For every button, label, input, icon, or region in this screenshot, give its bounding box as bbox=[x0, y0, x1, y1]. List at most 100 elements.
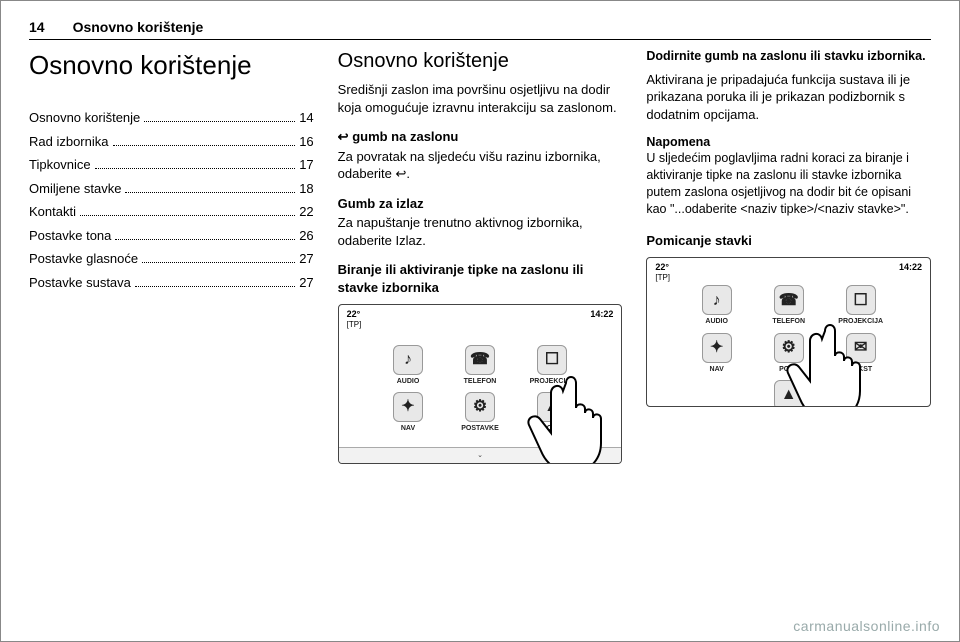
app-glyph: ⚙ bbox=[465, 392, 495, 422]
toc-dots bbox=[125, 192, 295, 193]
section-title: Osnovno korištenje bbox=[338, 48, 623, 75]
toc-label: Omiljene stavke bbox=[29, 180, 121, 198]
page-number: 14 bbox=[29, 19, 45, 35]
toc-label: Kontakti bbox=[29, 203, 76, 221]
app-icon-postavke: ⚙ POSTAVKE bbox=[454, 392, 506, 433]
back-icon: ↩ bbox=[338, 129, 349, 144]
app-icon-telefon: ☎ TELEFON bbox=[763, 285, 815, 326]
toc-label: Postavke glasnoće bbox=[29, 250, 138, 268]
app-glyph: ▲ bbox=[774, 380, 804, 407]
app-icon-nav: ✦ NAV bbox=[382, 392, 434, 433]
move-items-heading: Pomicanje stavki bbox=[646, 232, 931, 250]
exit-button-heading: Gumb za izlaz bbox=[338, 195, 623, 213]
toc-page: 26 bbox=[299, 227, 313, 245]
home-icons-grid: ♪ AUDIO ☎TELEFON ☐PROJEKCIJA ✦ NAV ⚙ POSTAVKE ▲ P… bbox=[339, 330, 622, 447]
app-icon-promet: ▲ PROMET bbox=[526, 392, 578, 433]
toc-label: Postavke tona bbox=[29, 227, 111, 245]
chapter-title: Osnovno korištenje bbox=[29, 48, 314, 83]
app-glyph: ♪ bbox=[393, 345, 423, 375]
column-right: Dodirnite gumb na zaslonu ili stavku izb… bbox=[646, 46, 931, 631]
app-glyph: ⚙ bbox=[774, 333, 804, 363]
toc-row: Rad izbornika 16 bbox=[29, 133, 314, 151]
toc-page: 27 bbox=[299, 250, 313, 268]
app-icon-post: ⚙POST bbox=[763, 333, 815, 374]
toc-dots bbox=[135, 286, 295, 287]
toc-label: Osnovno korištenje bbox=[29, 109, 140, 127]
toc-page: 18 bbox=[299, 180, 313, 198]
app-label: AUDIO bbox=[397, 377, 420, 386]
column-main: Osnovno korištenje Središnji zaslon ima … bbox=[338, 46, 623, 631]
activation-text: Aktivirana je pripadajuća funkcija susta… bbox=[646, 71, 931, 124]
app-icon-projekcija: ☐PROJEKCIJA bbox=[526, 345, 578, 386]
toc-row: Osnovno korištenje 14 bbox=[29, 109, 314, 127]
toc-label: Postavke sustava bbox=[29, 274, 131, 292]
app-glyph: ♪ bbox=[702, 285, 732, 315]
toc-page: 16 bbox=[299, 133, 313, 151]
home-icons-grid: ♪ AUDIO ☎ TELEFON ☐ PROJEKCIJA ✦ NAV ⚙POST ✉ TEKST… bbox=[647, 283, 930, 407]
app-glyph: ☐ bbox=[846, 285, 876, 315]
app-icon-tekst: ✉ TEKST bbox=[835, 333, 887, 374]
app-glyph: ✉ bbox=[846, 333, 876, 363]
app-label: TEKST bbox=[849, 365, 872, 374]
toc-dots bbox=[144, 121, 295, 122]
toc-row: Postavke sustava 27 bbox=[29, 274, 314, 292]
app-label: PROJEKCIJA bbox=[530, 377, 575, 386]
toc-row: Postavke tona 26 bbox=[29, 227, 314, 245]
app-glyph: ☎ bbox=[465, 345, 495, 375]
app-label: AUDIO bbox=[705, 317, 728, 326]
app-label: PROJEKCIJA bbox=[838, 317, 883, 326]
app-icon-telefon: ☎TELEFON bbox=[454, 345, 506, 386]
note-text: U sljedećim poglavljima radni koraci za … bbox=[646, 151, 911, 216]
toc-dots bbox=[142, 262, 295, 263]
toc-page: 22 bbox=[299, 203, 313, 221]
back-button-heading: ↩ gumb na zaslonu bbox=[338, 128, 623, 146]
app-label: TELEFON bbox=[772, 317, 805, 326]
app-label: NAV bbox=[401, 424, 415, 433]
app-icon-audio: ♪ AUDIO bbox=[382, 345, 434, 386]
toc-row: Kontakti 22 bbox=[29, 203, 314, 221]
toc-dots bbox=[80, 215, 295, 216]
toc-dots bbox=[113, 145, 296, 146]
content-columns: Osnovno korištenje Osnovno korištenje 14 R… bbox=[29, 46, 931, 631]
bottom-bar: ⌄ bbox=[339, 447, 622, 463]
app-label: POSTAVKE bbox=[461, 424, 498, 433]
app-icon-promet: ▲PROMET bbox=[763, 380, 815, 407]
app-icon-audio: ♪ AUDIO bbox=[691, 285, 743, 326]
back-icon-inline: ↩ bbox=[396, 166, 407, 181]
toc-page: 14 bbox=[299, 109, 313, 127]
app-glyph: ▲ bbox=[537, 392, 567, 422]
select-heading: Biranje ili aktiviranje tipke na zaslonu… bbox=[338, 261, 623, 296]
manual-page: 14 Osnovno korištenje Osnovno korištenje… bbox=[0, 0, 960, 642]
intro-text: Središnji zaslon ima površinu osjetljivu… bbox=[338, 81, 623, 116]
back-button-text: Za povratak na sljedeću višu razinu izbo… bbox=[338, 148, 623, 183]
toc-row: Postavke glasnoće 27 bbox=[29, 250, 314, 268]
toc-label: Rad izbornika bbox=[29, 133, 109, 151]
table-of-contents: Osnovno korištenje 14 Rad izbornika 16 Tipko… bbox=[29, 109, 314, 297]
toc-row: Tipkovnice 17 bbox=[29, 156, 314, 174]
app-icon-nav: ✦ NAV bbox=[691, 333, 743, 374]
note-title: Napomena bbox=[646, 135, 710, 149]
app-label: PROMET bbox=[537, 424, 567, 433]
tp-indicator: [TP] bbox=[647, 273, 930, 284]
toc-label: Tipkovnice bbox=[29, 156, 91, 174]
chevron-down-icon: ⌄ bbox=[477, 451, 483, 460]
tp-indicator: [TP] bbox=[339, 320, 622, 331]
app-glyph: ✦ bbox=[393, 392, 423, 422]
toc-dots bbox=[115, 239, 295, 240]
header-section: Osnovno korištenje bbox=[73, 19, 204, 35]
page-header: 14 Osnovno korištenje bbox=[29, 19, 931, 40]
touchscreen-figure-move: 22° 14:22 [TP] ♪AUDIO☎TELEFON☐PROJEKCIJA… bbox=[646, 257, 931, 407]
note-box: Napomena U sljedećim poglavljima radni k… bbox=[646, 134, 931, 218]
app-icon-projekcija: ☐ PROJEKCIJA bbox=[835, 285, 887, 326]
app-glyph: ✦ bbox=[702, 333, 732, 363]
watermark-url: carmanualsonline.info bbox=[793, 618, 940, 634]
touch-instruction: Dodirnite gumb na zaslonu ili stavku izb… bbox=[646, 48, 931, 65]
toc-page: 27 bbox=[299, 274, 313, 292]
toc-page: 17 bbox=[299, 156, 313, 174]
app-label: NAV bbox=[710, 365, 724, 374]
exit-button-text: Za napuštanje trenutno aktivnog izbornik… bbox=[338, 214, 623, 249]
toc-dots bbox=[95, 168, 296, 169]
app-glyph: ☎ bbox=[774, 285, 804, 315]
column-toc: Osnovno korištenje Osnovno korištenje 14 R… bbox=[29, 46, 314, 631]
touchscreen-figure-select: 22° 14:22 [TP] ♪AUDIO☎TELEFON☐PROJEKCIJA… bbox=[338, 304, 623, 464]
